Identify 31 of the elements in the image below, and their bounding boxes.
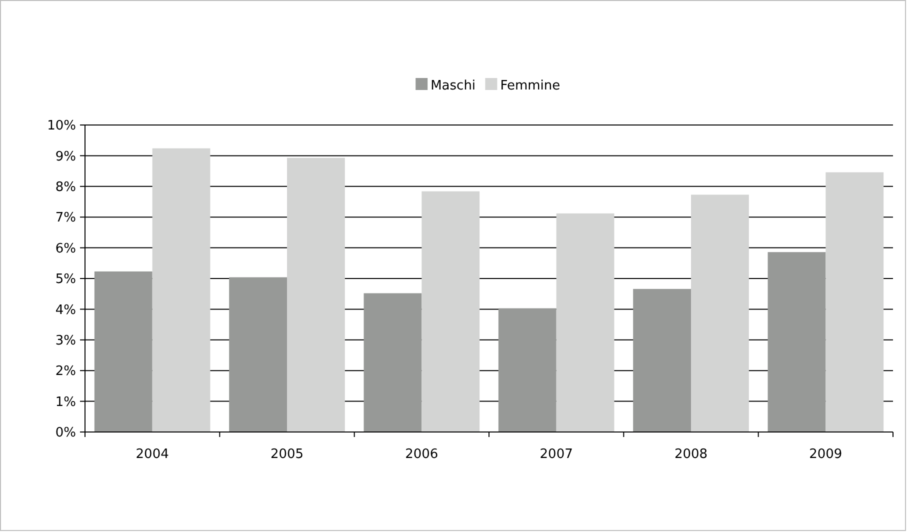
bar xyxy=(152,148,210,432)
y-tick-label: 3% xyxy=(55,333,76,348)
x-tick-label: 2006 xyxy=(405,447,438,462)
bar xyxy=(826,172,884,432)
x-tick-label: 2009 xyxy=(809,447,842,462)
y-tick-label: 9% xyxy=(55,149,76,164)
y-tick-label: 4% xyxy=(55,302,76,318)
bar xyxy=(364,293,422,432)
y-tick-label: 1% xyxy=(55,394,76,410)
y-tick-label: 6% xyxy=(55,241,76,256)
bar xyxy=(94,271,152,432)
legend-label: Maschi xyxy=(430,78,476,94)
bar xyxy=(633,288,691,432)
bar xyxy=(498,308,556,432)
y-tick-label: 10% xyxy=(47,118,76,134)
bar xyxy=(691,194,749,432)
bar xyxy=(768,252,826,432)
bar xyxy=(422,191,480,432)
y-tick-label: 0% xyxy=(55,426,76,441)
y-tick-label: 2% xyxy=(55,364,76,380)
bar xyxy=(556,213,614,432)
bar xyxy=(287,158,345,432)
x-tick-label: 2005 xyxy=(270,447,304,462)
x-tick-label: 2004 xyxy=(136,447,169,462)
x-tick-label: 2007 xyxy=(540,447,573,462)
y-tick-label: 8% xyxy=(55,180,76,195)
bar xyxy=(229,277,287,432)
x-tick-label: 2008 xyxy=(674,447,708,462)
y-tick-label: 5% xyxy=(55,272,76,288)
legend-label: Femmine xyxy=(500,78,560,94)
y-tick-label: 7% xyxy=(55,210,76,226)
